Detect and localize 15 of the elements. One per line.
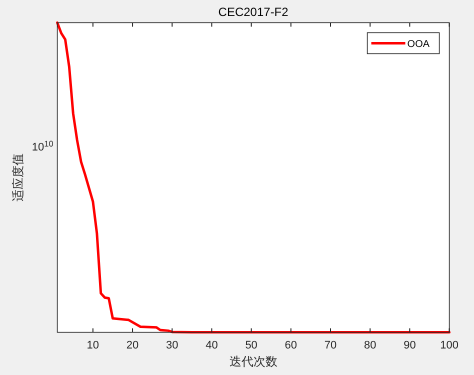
x-tick-label: 70 [324,339,337,352]
y-axis-title: 适应度值 [11,154,25,202]
x-axis-title: 迭代次数 [229,354,278,368]
chart-title: CEC2017-F2 [218,5,289,19]
x-tick-label: 80 [364,339,376,352]
x-tick-label: 30 [166,339,178,352]
x-tick-label: 10 [86,339,100,352]
text: 10$^{10}$ [32,139,54,154]
legend-label: OOA [407,39,430,50]
x-tick-label: 20 [126,339,139,352]
x-tick-label: 90 [404,339,416,352]
x-tick-label: 40 [206,339,218,352]
x-tick-label: 60 [284,339,298,352]
x-tick-label: 100 [440,339,458,352]
x-tick-label: 50 [245,339,258,352]
